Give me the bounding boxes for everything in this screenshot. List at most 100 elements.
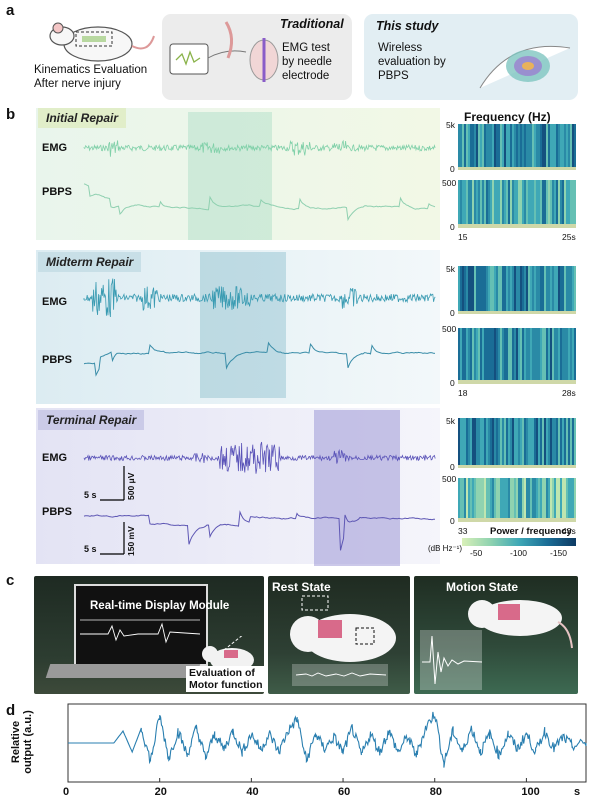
spectrogram-column <box>462 418 464 468</box>
spectrogram-column <box>474 478 476 522</box>
spectrogram-column <box>478 418 480 468</box>
midterm-repair-title: Midterm Repair <box>38 252 142 272</box>
spectrogram-column <box>482 266 484 314</box>
spectrogram-column <box>564 180 566 228</box>
spectrogram-column <box>552 266 554 314</box>
spectrogram-column <box>572 328 574 384</box>
d-xtick-label: 80 <box>429 786 442 798</box>
spectrogram-column <box>522 124 524 170</box>
spectrogram-column <box>460 478 462 522</box>
spectrogram-column <box>510 180 512 228</box>
spectrogram-column <box>560 124 562 170</box>
spectrogram-column <box>486 180 488 228</box>
panel-c-letter: c <box>6 572 15 589</box>
spectrogram-column <box>554 124 556 170</box>
spectrogram-column <box>550 478 552 522</box>
spectrogram-column <box>542 418 544 468</box>
spectrogram-column <box>464 180 466 228</box>
needle-electrode-illustration <box>169 21 279 82</box>
spectrogram-column <box>482 124 484 170</box>
spectrogram-column <box>500 478 502 522</box>
terminal-t-start: 33 <box>458 526 468 536</box>
spectrogram-column <box>506 418 508 468</box>
spectrogram-column <box>564 124 566 170</box>
spectrogram-column <box>518 418 520 468</box>
spectrogram-column <box>514 328 516 384</box>
spectrogram-column <box>482 180 484 228</box>
spectrogram-column <box>568 124 570 170</box>
spectrogram-column <box>546 266 548 314</box>
spectrogram-column <box>538 180 540 228</box>
initial-emg-top-tick: 5k <box>446 120 455 130</box>
spectrogram-column <box>466 180 468 228</box>
spectrogram-column <box>496 328 498 384</box>
spec3b-cells <box>458 478 576 522</box>
spectrogram-column <box>552 328 554 384</box>
spectrogram-column <box>518 328 520 384</box>
spectrogram-column <box>490 418 492 468</box>
spectrogram-column <box>474 418 476 468</box>
spectrogram-column <box>468 180 470 228</box>
midterm-pbps-trace <box>83 341 436 377</box>
d-series-line <box>68 711 587 768</box>
midterm-emg-bottom-tick: 0 <box>450 308 455 318</box>
spectrogram-column <box>468 328 470 384</box>
spectrogram-column <box>516 266 518 314</box>
spectrogram-column <box>548 328 550 384</box>
spectrogram-column <box>560 418 562 468</box>
spectrogram-column <box>550 266 552 314</box>
spectrogram-column <box>472 328 474 384</box>
initial-emg-label: EMG <box>42 142 68 154</box>
terminal-pbps-bottom-tick: 0 <box>450 516 455 526</box>
spectrogram-column <box>562 124 564 170</box>
spectrogram-column <box>528 266 530 314</box>
spectrogram-column <box>498 180 500 228</box>
spectrogram-column <box>558 124 560 170</box>
spectrogram-column <box>526 328 528 384</box>
spectrogram-column <box>528 418 530 468</box>
spectrogram-low-band <box>458 380 576 384</box>
spectrogram-column <box>488 478 490 522</box>
spectrogram-column <box>466 328 468 384</box>
spectrogram-column <box>494 478 496 522</box>
spectrogram-column <box>540 124 542 170</box>
motion-signal <box>422 635 482 685</box>
spectrogram-column <box>548 418 550 468</box>
spectrogram-column <box>530 124 532 170</box>
spectrogram-column <box>462 266 464 314</box>
spectrogram-column <box>534 478 536 522</box>
display-module-label: Real-time Display Module <box>90 600 230 612</box>
traditional-line3: electrode <box>282 70 330 82</box>
spectrogram-column <box>490 124 492 170</box>
d-xtick-label: 0 <box>63 786 70 798</box>
spectrogram-column <box>526 124 528 170</box>
spectrogram-column <box>522 180 524 228</box>
spectrogram-column <box>562 328 564 384</box>
spectrogram-column <box>566 328 568 384</box>
terminal-pbps-spectrogram <box>458 478 576 522</box>
spectrogram-column <box>514 124 516 170</box>
spectrogram-column <box>496 266 498 314</box>
spectrogram-column <box>516 418 518 468</box>
spectrogram-column <box>484 418 486 468</box>
spectrogram-column <box>524 328 526 384</box>
spectrogram-column <box>508 418 510 468</box>
spectrogram-column <box>542 478 544 522</box>
terminal-emg-trace <box>83 441 436 474</box>
spectrogram-column <box>564 328 566 384</box>
spectrogram-column <box>574 124 576 170</box>
spectrogram-column <box>500 180 502 228</box>
spectrogram-column <box>484 266 486 314</box>
d-x-unit: s <box>574 786 581 798</box>
spectrogram-column <box>534 266 536 314</box>
terminal-highlight-window <box>314 410 400 566</box>
spectrogram-column <box>494 328 496 384</box>
spectrogram-low-band <box>458 311 576 314</box>
spectrogram-column <box>532 418 534 468</box>
midterm-pbps-label: PBPS <box>42 354 72 366</box>
colorbar-tick-100: -100 <box>510 548 528 558</box>
spectrogram-column <box>478 328 480 384</box>
spectrogram-column <box>498 478 500 522</box>
midterm-emg-top-tick: 5k <box>446 264 455 274</box>
spectrogram-column <box>490 180 492 228</box>
